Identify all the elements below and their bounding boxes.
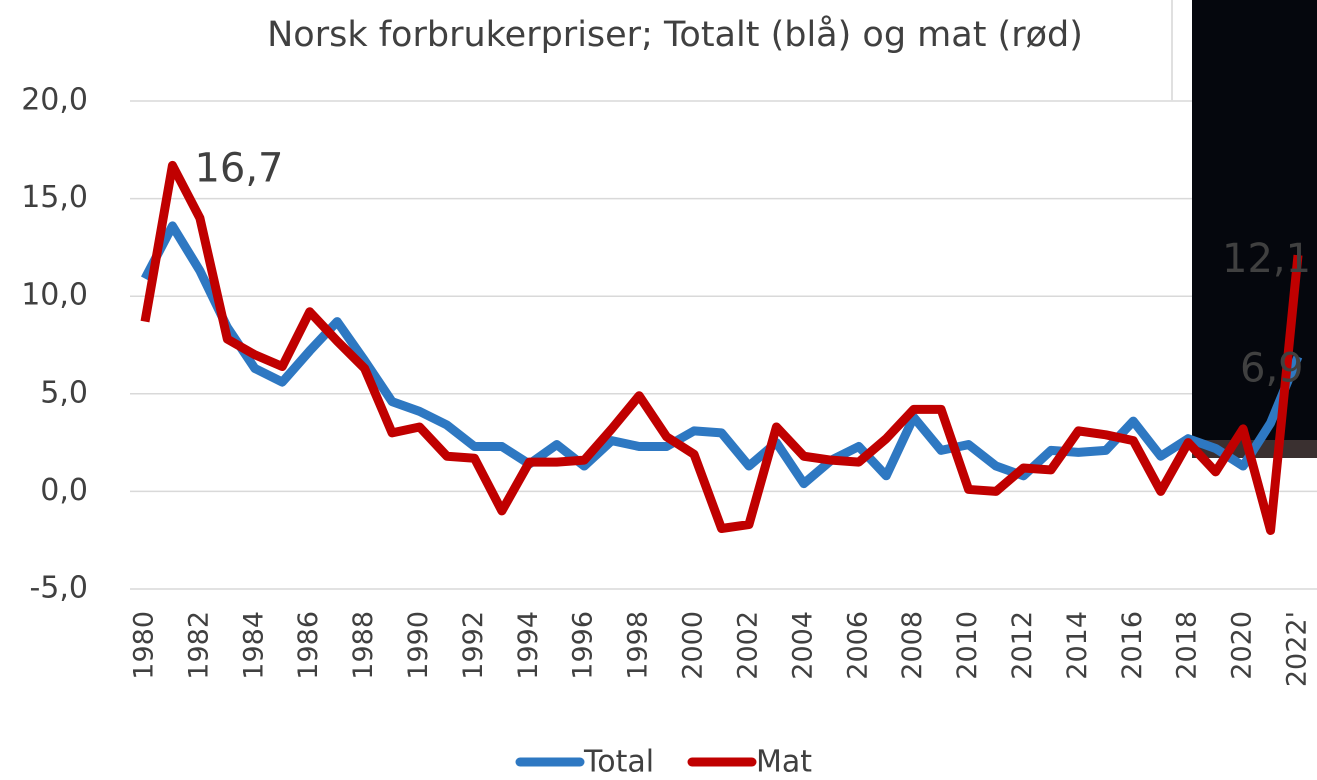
page: Norsk forbrukerpriser; Totalt (blå) og m… <box>0 0 1317 780</box>
chart-title: Norsk forbrukerpriser; Totalt (blå) og m… <box>267 14 1083 55</box>
legend-label: Total <box>583 745 654 780</box>
x-tick-label: 1992 <box>458 611 489 680</box>
y-tick-label: -5,0 <box>29 571 88 606</box>
y-tick-label: 0,0 <box>40 473 88 508</box>
x-tick-label: 1996 <box>568 611 599 680</box>
x-tick-label: 1984 <box>238 611 269 680</box>
x-tick-label: 2020 <box>1227 611 1258 680</box>
x-tick-label: 1980 <box>129 611 160 680</box>
series-line <box>145 226 1298 484</box>
data-label: 16,7 <box>194 145 283 191</box>
x-tick-label: 2002 <box>732 611 763 680</box>
x-tick-label: 2012 <box>1007 611 1038 680</box>
data-label: 6,9 <box>1240 346 1304 392</box>
x-tick-label: 1986 <box>293 611 324 680</box>
x-tick-label: 1994 <box>513 611 544 680</box>
y-tick-label: 5,0 <box>40 375 88 410</box>
legend-label: Mat <box>756 745 812 780</box>
x-tick-label: 2022' <box>1282 611 1313 687</box>
x-tick-label: 1982 <box>183 611 214 680</box>
data-label: 12,1 <box>1222 236 1311 282</box>
grid <box>130 101 1317 589</box>
y-tick-label: 20,0 <box>21 83 88 118</box>
x-tick-label: 1988 <box>348 611 379 680</box>
x-tick-label: 2000 <box>678 611 709 680</box>
x-tick-label: 2016 <box>1117 611 1148 680</box>
y-tick-label: 10,0 <box>21 278 88 313</box>
x-tick-label: 1990 <box>403 611 434 680</box>
x-tick-label: 2010 <box>952 611 983 680</box>
x-tick-label: 1998 <box>623 611 654 680</box>
x-tick-label: 2008 <box>897 611 928 680</box>
y-tick-label: 15,0 <box>21 180 88 215</box>
x-tick-label: 2006 <box>842 611 873 680</box>
chart: Norsk forbrukerpriser; Totalt (blå) og m… <box>0 0 1317 780</box>
x-tick-label: 2014 <box>1062 611 1093 680</box>
x-tick-label: 2018 <box>1172 611 1203 680</box>
x-tick-label: 2004 <box>787 611 818 680</box>
